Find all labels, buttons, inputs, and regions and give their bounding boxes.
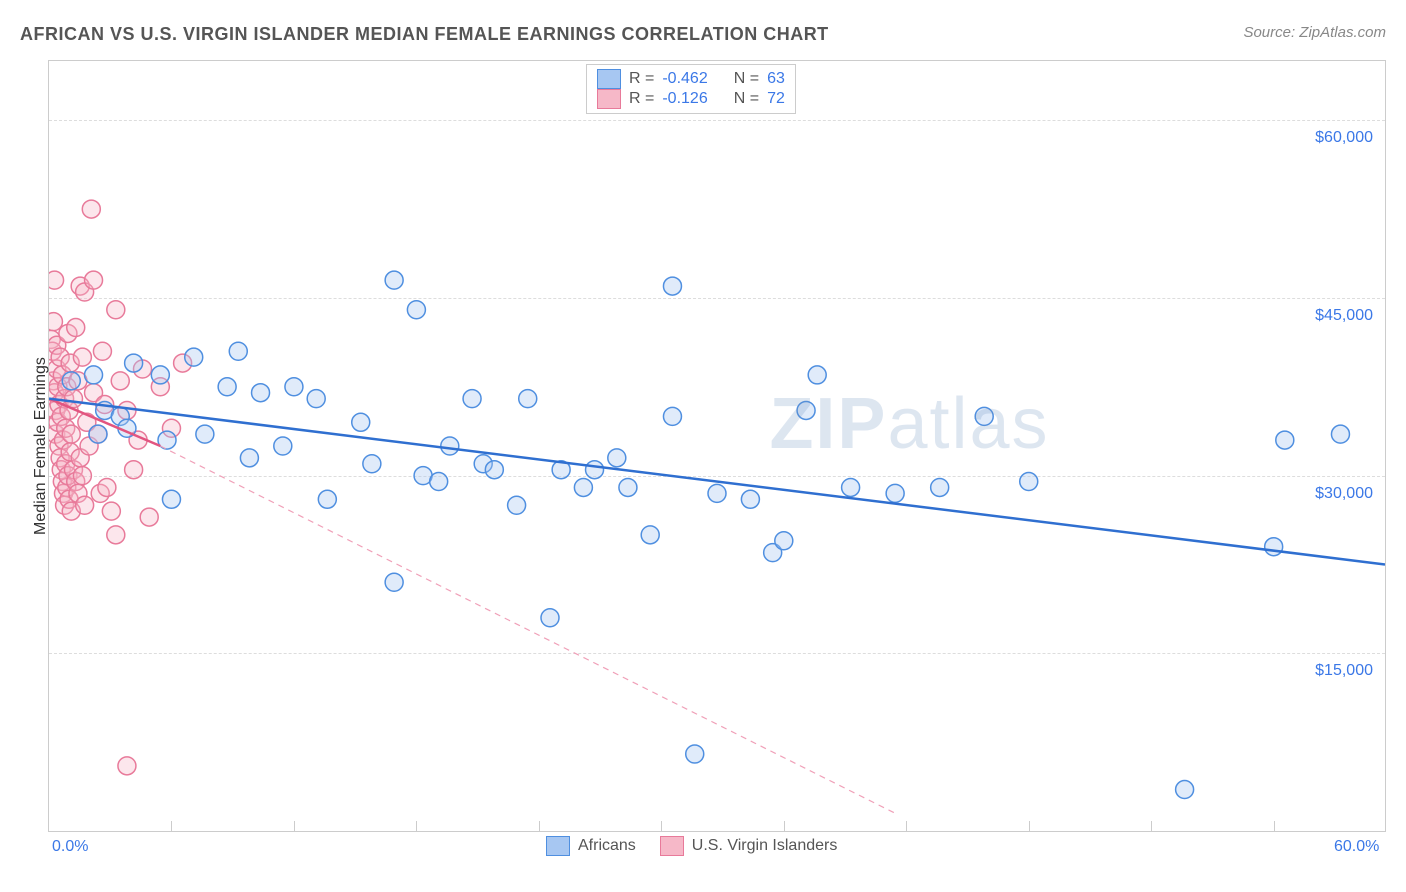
data-point (363, 455, 381, 473)
data-point (98, 478, 116, 496)
legend-r-label: R = (629, 90, 654, 108)
data-point (89, 425, 107, 443)
data-point (485, 461, 503, 479)
data-point (73, 467, 91, 485)
data-point (1276, 431, 1294, 449)
x-axis-max-label: 60.0% (1334, 838, 1379, 856)
data-point (797, 401, 815, 419)
data-point (931, 478, 949, 496)
legend-swatch (597, 89, 621, 109)
legend-r-value: -0.462 (662, 70, 707, 88)
data-point (107, 301, 125, 319)
data-point (107, 526, 125, 544)
legend-item-label: U.S. Virgin Islanders (692, 837, 838, 855)
data-point (111, 372, 129, 390)
data-point (519, 390, 537, 408)
data-point (441, 437, 459, 455)
data-point (775, 532, 793, 550)
y-axis-title: Median Female Earnings (32, 357, 50, 535)
data-point (102, 502, 120, 520)
data-point (252, 384, 270, 402)
data-point (663, 277, 681, 295)
data-point (240, 449, 258, 467)
data-point (318, 490, 336, 508)
legend-r-value: -0.126 (662, 90, 707, 108)
data-point (125, 461, 143, 479)
plot-frame: $15,000$30,000$45,000$60,000 (48, 60, 1386, 832)
data-point (586, 461, 604, 479)
legend-swatch (546, 836, 570, 856)
trend-line (160, 446, 895, 813)
chart-container: AFRICAN VS U.S. VIRGIN ISLANDER MEDIAN F… (0, 0, 1406, 892)
legend-n-label: N = (734, 70, 759, 88)
legend-n-value: 72 (767, 90, 785, 108)
legend-swatch (597, 69, 621, 89)
data-point (508, 496, 526, 514)
data-point (62, 372, 80, 390)
correlation-legend: R = -0.462 N = 63 R = -0.126 N = 72 (586, 64, 796, 114)
data-point (140, 508, 158, 526)
data-point (385, 271, 403, 289)
data-point (708, 484, 726, 502)
data-point (285, 378, 303, 396)
data-point (808, 366, 826, 384)
x-axis-min-label: 0.0% (52, 838, 88, 856)
legend-row: R = -0.126 N = 72 (597, 89, 785, 109)
data-point (641, 526, 659, 544)
data-point (741, 490, 759, 508)
data-point (975, 407, 993, 425)
data-point (93, 342, 111, 360)
data-point (196, 425, 214, 443)
legend-item-label: Africans (578, 837, 636, 855)
data-point (1020, 473, 1038, 491)
scatter-plot (49, 61, 1385, 831)
legend-r-label: R = (629, 70, 654, 88)
data-point (385, 573, 403, 591)
data-point (686, 745, 704, 763)
legend-n-label: N = (734, 90, 759, 108)
data-point (574, 478, 592, 496)
legend-row: R = -0.462 N = 63 (597, 69, 785, 89)
data-point (125, 354, 143, 372)
data-point (185, 348, 203, 366)
trend-line (49, 399, 1385, 565)
data-point (229, 342, 247, 360)
legend-item: U.S. Virgin Islanders (660, 836, 838, 856)
data-point (151, 366, 169, 384)
data-point (463, 390, 481, 408)
data-point (619, 478, 637, 496)
data-point (64, 390, 82, 408)
data-point (118, 757, 136, 775)
data-point (218, 378, 236, 396)
legend-swatch (660, 836, 684, 856)
data-point (608, 449, 626, 467)
data-point (663, 407, 681, 425)
data-point (85, 271, 103, 289)
source-attribution: Source: ZipAtlas.com (1243, 24, 1386, 41)
legend-item: Africans (546, 836, 636, 856)
data-point (407, 301, 425, 319)
data-point (49, 271, 64, 289)
data-point (1265, 538, 1283, 556)
data-point (82, 200, 100, 218)
data-point (307, 390, 325, 408)
data-point (67, 319, 85, 337)
series-legend: Africans U.S. Virgin Islanders (546, 836, 837, 856)
data-point (541, 609, 559, 627)
legend-n-value: 63 (767, 70, 785, 88)
data-point (62, 425, 80, 443)
data-point (274, 437, 292, 455)
data-point (85, 366, 103, 384)
data-point (842, 478, 860, 496)
data-point (73, 348, 91, 366)
data-point (162, 490, 180, 508)
chart-title: AFRICAN VS U.S. VIRGIN ISLANDER MEDIAN F… (20, 24, 829, 45)
data-point (430, 473, 448, 491)
data-point (886, 484, 904, 502)
data-point (1176, 781, 1194, 799)
data-point (1331, 425, 1349, 443)
data-point (352, 413, 370, 431)
data-point (76, 496, 94, 514)
